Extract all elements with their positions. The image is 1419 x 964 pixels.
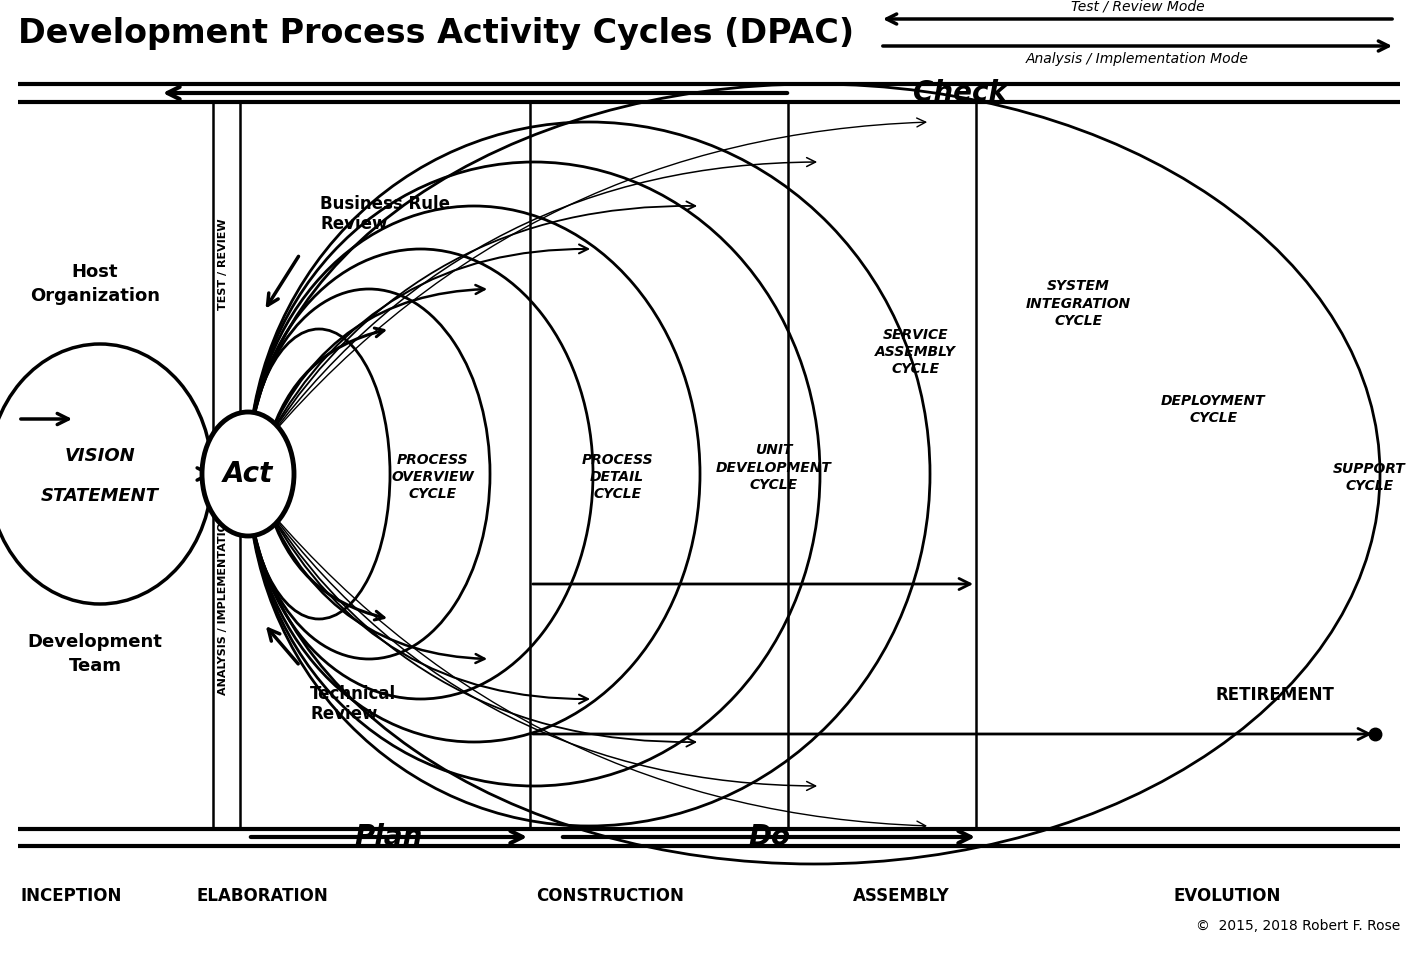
Text: Business Rule
Review: Business Rule Review — [321, 195, 450, 233]
Text: ASSEMBLY: ASSEMBLY — [853, 887, 949, 905]
Text: STATEMENT: STATEMENT — [41, 487, 159, 505]
Text: Development Process Activity Cycles (DPAC): Development Process Activity Cycles (DPA… — [18, 17, 854, 50]
Text: ELABORATION: ELABORATION — [197, 887, 328, 905]
Text: Test / Review Mode: Test / Review Mode — [1071, 0, 1205, 13]
Text: Analysis / Implementation Mode: Analysis / Implementation Mode — [1026, 52, 1249, 66]
Ellipse shape — [201, 412, 294, 536]
Text: INCEPTION: INCEPTION — [20, 887, 122, 905]
Text: ANALYSIS / IMPLEMENTATION: ANALYSIS / IMPLEMENTATION — [219, 513, 228, 695]
Text: Development
Team: Development Team — [27, 633, 162, 675]
Text: PROCESS
OVERVIEW
CYCLE: PROCESS OVERVIEW CYCLE — [392, 453, 474, 501]
Text: Do: Do — [748, 823, 790, 851]
Text: SERVICE
ASSEMBLY
CYCLE: SERVICE ASSEMBLY CYCLE — [876, 328, 955, 376]
Text: CONSTRUCTION: CONSTRUCTION — [536, 887, 684, 905]
Text: Act: Act — [223, 460, 274, 488]
Text: VISION: VISION — [65, 447, 135, 465]
Text: SUPPORT
CYCLE: SUPPORT CYCLE — [1332, 462, 1406, 493]
Text: Technical
Review: Technical Review — [309, 684, 396, 723]
Text: UNIT
DEVELOPMENT
CYCLE: UNIT DEVELOPMENT CYCLE — [715, 443, 832, 492]
Text: TEST / REVIEW: TEST / REVIEW — [219, 218, 228, 309]
Text: DEPLOYMENT
CYCLE: DEPLOYMENT CYCLE — [1161, 394, 1266, 425]
Text: Plan: Plan — [355, 823, 423, 851]
Text: RETIREMENT: RETIREMENT — [1216, 686, 1334, 704]
Text: SYSTEM
INTEGRATION
CYCLE: SYSTEM INTEGRATION CYCLE — [1026, 280, 1131, 328]
Text: PROCESS
DETAIL
CYCLE: PROCESS DETAIL CYCLE — [582, 453, 653, 501]
Text: ©  2015, 2018 Robert F. Rose: © 2015, 2018 Robert F. Rose — [1196, 919, 1401, 933]
Text: Host
Organization: Host Organization — [30, 263, 160, 305]
Text: Check: Check — [912, 79, 1007, 107]
Text: EVOLUTION: EVOLUTION — [1174, 887, 1281, 905]
